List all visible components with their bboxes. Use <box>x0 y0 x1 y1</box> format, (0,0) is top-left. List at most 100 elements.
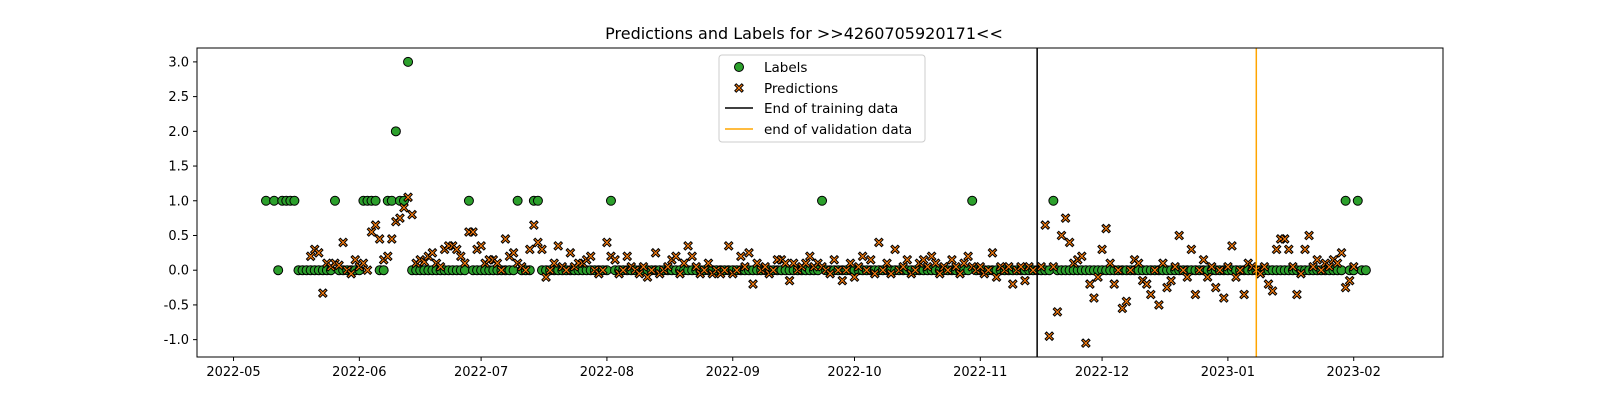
prediction-point <box>744 247 754 258</box>
prediction-point <box>987 247 998 258</box>
legend-box <box>718 54 926 143</box>
prediction-point <box>1121 296 1132 307</box>
label-point <box>817 195 828 206</box>
prediction-point <box>1194 265 1205 276</box>
x-tick-label: 2022-06 <box>332 365 386 380</box>
prediction-point <box>1036 261 1047 272</box>
prediction-point <box>508 247 519 258</box>
prediction-point <box>922 261 933 272</box>
prediction-point <box>1279 234 1290 244</box>
prediction-point <box>825 268 836 279</box>
prediction-point <box>565 247 576 258</box>
prediction-point <box>1060 213 1071 224</box>
legend-predictions-marker <box>734 83 744 93</box>
y-tick-label: 0.0 <box>168 264 189 279</box>
prediction-point <box>955 268 965 279</box>
prediction-point <box>366 227 377 237</box>
y-tick-label: 2.0 <box>168 125 189 140</box>
prediction-point <box>1271 244 1282 255</box>
prediction-point <box>455 251 466 262</box>
axes: -1.0 -0.5 0.0 0.5 1.0 1.5 2.0 2.5 3.0 2022-05 2022… <box>164 47 1444 380</box>
prediction-point <box>869 268 880 279</box>
prediction-point <box>1291 289 1302 300</box>
prediction-point <box>740 261 750 272</box>
prediction-point <box>1064 237 1075 248</box>
prediction-point <box>553 240 564 251</box>
prediction-point <box>942 265 953 276</box>
label-point <box>1048 195 1059 206</box>
prediction-point <box>403 192 413 203</box>
prediction-point <box>1084 279 1095 289</box>
prediction-point <box>1080 338 1091 349</box>
prediction-point <box>675 268 685 279</box>
prediction-point <box>1113 265 1124 276</box>
prediction-point <box>1214 265 1225 276</box>
prediction-point <box>804 251 815 262</box>
prediction-point <box>719 265 730 276</box>
prediction-point <box>561 265 572 276</box>
prediction-point <box>983 265 994 276</box>
prediction-point <box>650 247 661 258</box>
prediction-point <box>1263 279 1274 289</box>
prediction-point <box>549 258 560 269</box>
x-tick-label: 2022-07 <box>454 365 508 380</box>
prediction-point <box>1218 293 1229 303</box>
label-point <box>378 265 389 276</box>
prediction-point <box>1007 279 1018 289</box>
prediction-point <box>1158 258 1168 269</box>
prediction-point <box>837 275 848 286</box>
prediction-point <box>683 240 693 251</box>
prediction-point <box>1133 258 1144 269</box>
legend-validation-text: end of validation data <box>764 122 912 138</box>
prediction-point <box>370 220 381 230</box>
prediction-point <box>1170 261 1181 272</box>
prediction-point <box>496 265 507 276</box>
prediction-point <box>1198 254 1209 265</box>
prediction-point <box>1149 265 1160 276</box>
prediction-point <box>386 234 397 244</box>
prediction-point <box>780 258 791 269</box>
prediction-point <box>317 288 328 299</box>
prediction-point <box>618 265 629 276</box>
prediction-point <box>849 272 860 283</box>
x-tick-label: 2023-02 <box>1327 365 1381 380</box>
prediction-point <box>407 209 418 220</box>
label-point <box>390 126 401 137</box>
prediction-point <box>1153 300 1164 310</box>
prediction-point <box>865 254 876 265</box>
prediction-point <box>1222 261 1233 272</box>
x-tick-label: 2022-11 <box>953 365 1007 380</box>
prediction-point <box>602 237 612 248</box>
prediction-point <box>1304 230 1314 241</box>
prediction-point <box>1028 265 1038 276</box>
prediction-point <box>638 261 649 272</box>
prediction-point <box>1190 289 1201 300</box>
prediction-point <box>459 258 470 269</box>
prediction-point <box>524 244 535 255</box>
prediction-point <box>1332 258 1343 269</box>
prediction-point <box>350 254 361 265</box>
prediction-point <box>537 244 547 255</box>
prediction-point <box>1003 261 1014 272</box>
x-tick-label: 2022-05 <box>206 365 260 380</box>
prediction-point <box>671 251 681 262</box>
legend-predictions-text: Predictions <box>764 81 838 97</box>
prediction-point <box>374 234 385 244</box>
prediction-point <box>1174 230 1185 241</box>
prediction-point <box>1206 261 1217 272</box>
prediction-point <box>1340 282 1351 293</box>
prediction-point <box>1182 272 1193 283</box>
prediction-point <box>890 244 900 255</box>
prediction-point <box>882 258 892 269</box>
prediction-point <box>735 251 746 262</box>
label-point <box>289 195 300 206</box>
prediction-point <box>1093 272 1103 283</box>
chart-title: Predictions and Labels for >>42607059201… <box>605 24 1003 43</box>
prediction-point <box>1101 223 1112 234</box>
prediction-point <box>1235 265 1245 276</box>
prediction-point <box>1044 331 1055 342</box>
prediction-point <box>947 254 957 265</box>
x-tick-label: 2023-01 <box>1201 365 1255 380</box>
y-tick-label: 1.0 <box>168 194 189 209</box>
label-point <box>329 195 340 206</box>
